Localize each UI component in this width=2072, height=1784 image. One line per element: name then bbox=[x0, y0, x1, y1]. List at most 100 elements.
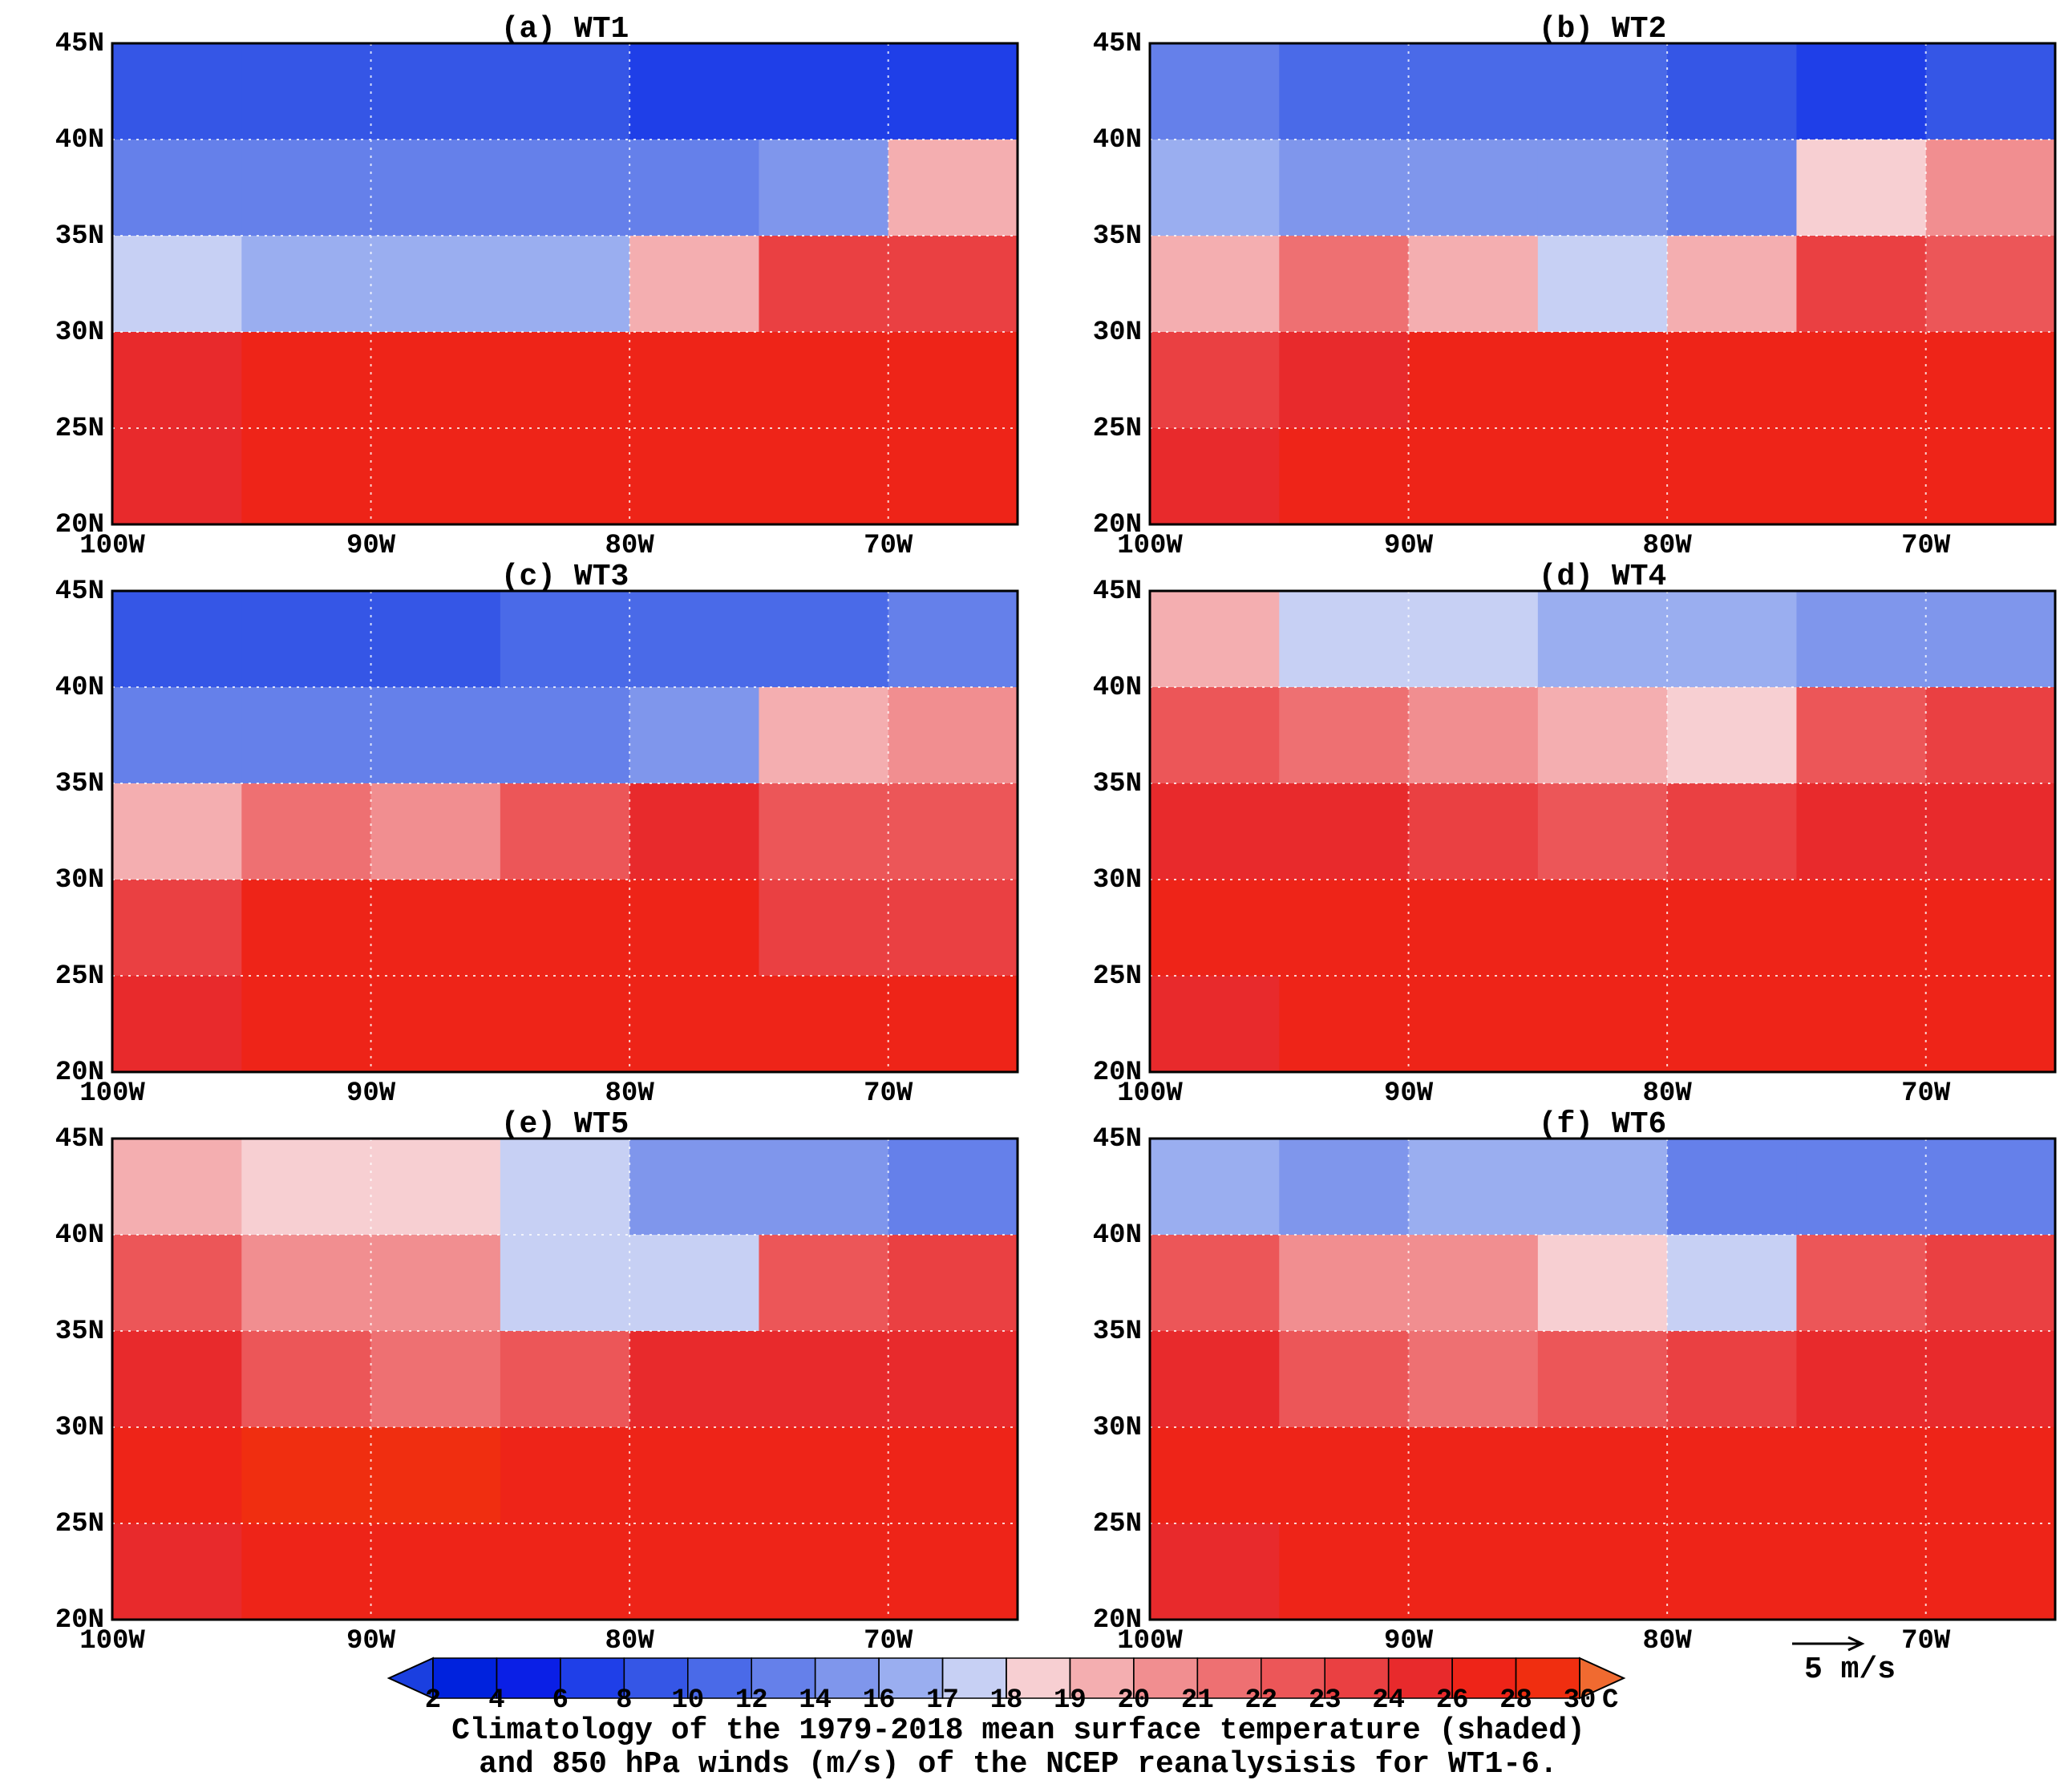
y-tick-label: 30N bbox=[1093, 865, 1142, 896]
temperature-cell bbox=[1796, 783, 1927, 880]
y-tick-label: 45N bbox=[55, 1124, 104, 1155]
temperature-cell bbox=[1667, 1523, 1797, 1620]
x-tick-label: 100W bbox=[79, 1078, 145, 1109]
y-tick-label: 35N bbox=[55, 221, 104, 252]
panel-title: (d) WT4 bbox=[1539, 560, 1667, 594]
colorbar-label: 24 bbox=[1372, 1685, 1405, 1716]
temperature-cell bbox=[1408, 236, 1539, 333]
panel-title: (e) WT5 bbox=[501, 1107, 629, 1142]
y-tick-label: 35N bbox=[55, 769, 104, 799]
colorbar-label: 26 bbox=[1436, 1685, 1469, 1716]
temperature-cell bbox=[500, 43, 630, 140]
temperature-cell bbox=[1925, 783, 2056, 880]
temperature-cell bbox=[370, 140, 501, 237]
temperature-cell bbox=[1150, 140, 1280, 237]
temperature-cell bbox=[1279, 1427, 1410, 1524]
temperature-cell bbox=[1279, 140, 1410, 237]
temperature-cell bbox=[1150, 976, 1280, 1073]
x-tick-label: 100W bbox=[1117, 1626, 1183, 1657]
temperature-cell bbox=[1279, 1139, 1410, 1236]
y-tick-label: 30N bbox=[55, 1413, 104, 1443]
temperature-cell bbox=[1537, 332, 1668, 429]
y-tick-label: 35N bbox=[55, 1317, 104, 1347]
temperature-cell bbox=[1408, 140, 1539, 237]
temperature-cell bbox=[1150, 1331, 1280, 1428]
temperature-cell bbox=[500, 140, 630, 237]
y-tick-label: 20N bbox=[1093, 510, 1142, 540]
temperature-cell bbox=[759, 591, 889, 688]
colorbar-swatch bbox=[560, 1657, 625, 1699]
y-tick-label: 30N bbox=[1093, 318, 1142, 348]
temperature-cell bbox=[1150, 1523, 1280, 1620]
x-tick-label: 80W bbox=[605, 1626, 655, 1657]
y-tick-label: 20N bbox=[1093, 1605, 1142, 1636]
temperature-cell bbox=[1537, 687, 1668, 784]
colorbar-swatch bbox=[1196, 1657, 1262, 1699]
temperature-cell bbox=[241, 591, 372, 688]
temperature-cell bbox=[112, 591, 242, 688]
temperature-cell bbox=[241, 1331, 372, 1428]
temperature-cell bbox=[759, 43, 889, 140]
temperature-cell bbox=[759, 140, 889, 237]
temperature-cell bbox=[112, 1139, 242, 1236]
temperature-cell bbox=[241, 1427, 372, 1524]
temperature-cell bbox=[888, 236, 1018, 333]
temperature-cell bbox=[1925, 1235, 2056, 1332]
x-tick-label: 80W bbox=[1643, 1626, 1693, 1657]
vector-reference: 5 m/s bbox=[1804, 1653, 1896, 1687]
temperature-cell bbox=[112, 976, 242, 1073]
colorbar-unit: C bbox=[1602, 1685, 1618, 1716]
y-tick-label: 45N bbox=[55, 29, 104, 59]
temperature-cell bbox=[500, 687, 630, 784]
x-tick-label: 70W bbox=[1901, 1078, 1951, 1109]
temperature-cell bbox=[1279, 43, 1410, 140]
temperature-cell bbox=[500, 428, 630, 525]
temperature-cell bbox=[1667, 880, 1797, 977]
temperature-cell bbox=[1279, 332, 1410, 429]
temperature-cell bbox=[1796, 236, 1927, 333]
colorbar-label: 12 bbox=[735, 1685, 768, 1716]
temperature-cell bbox=[241, 976, 372, 1073]
temperature-cell bbox=[1408, 1427, 1539, 1524]
temperature-cell bbox=[370, 880, 501, 977]
temperature-cell bbox=[629, 236, 759, 333]
colorbar-label: 8 bbox=[616, 1685, 632, 1716]
colorbar-swatch bbox=[1515, 1657, 1580, 1699]
colorbar-swatch bbox=[1451, 1657, 1517, 1699]
temperature-cell bbox=[888, 1427, 1018, 1524]
temperature-cell bbox=[1796, 140, 1927, 237]
temperature-cell bbox=[888, 43, 1018, 140]
temperature-cell bbox=[112, 783, 242, 880]
map-frame bbox=[111, 42, 1019, 526]
panel-title: (b) WT2 bbox=[1539, 12, 1667, 47]
y-tick-label: 40N bbox=[1093, 673, 1142, 703]
temperature-cell bbox=[1925, 236, 2056, 333]
temperature-cell bbox=[1150, 428, 1280, 525]
y-tick-label: 35N bbox=[1093, 769, 1142, 799]
temperature-cell bbox=[759, 1331, 889, 1428]
temperature-cell bbox=[1796, 1427, 1927, 1524]
temperature-cell bbox=[241, 236, 372, 333]
colorbar-swatch bbox=[687, 1657, 752, 1699]
temperature-cell bbox=[1925, 687, 2056, 784]
temperature-cell bbox=[1796, 1235, 1927, 1332]
temperature-cell bbox=[629, 976, 759, 1073]
colorbar-label: 4 bbox=[488, 1685, 504, 1716]
x-tick-label: 70W bbox=[864, 1078, 913, 1109]
temperature-cell bbox=[1537, 1427, 1668, 1524]
x-tick-label: 70W bbox=[1901, 1626, 1951, 1657]
temperature-cell bbox=[370, 428, 501, 525]
temperature-cell bbox=[241, 428, 372, 525]
temperature-cell bbox=[1537, 591, 1668, 688]
temperature-cell bbox=[1925, 976, 2056, 1073]
y-tick-label: 30N bbox=[55, 318, 104, 348]
colorbar-swatch bbox=[1069, 1657, 1135, 1699]
temperature-cell bbox=[629, 880, 759, 977]
temperature-cell bbox=[112, 332, 242, 429]
temperature-cell bbox=[1408, 428, 1539, 525]
temperature-cell bbox=[1279, 591, 1410, 688]
panel-title: (f) WT6 bbox=[1539, 1107, 1667, 1142]
temperature-cell bbox=[1279, 976, 1410, 1073]
temperature-cell bbox=[629, 1331, 759, 1428]
